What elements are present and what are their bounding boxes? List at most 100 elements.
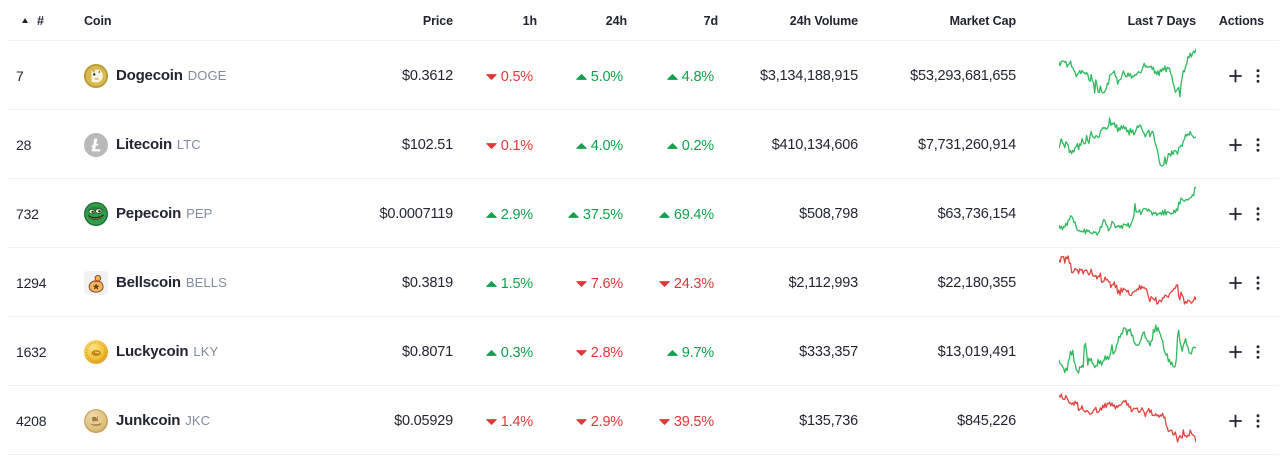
- litecoin-logo-icon: [84, 132, 108, 157]
- 7d-change-up: 9.7%: [667, 345, 714, 361]
- price-cell: $0.3819: [401, 274, 453, 291]
- coin-symbol: LTC: [176, 137, 201, 152]
- 1h-change-up: 2.9%: [486, 207, 533, 223]
- coin-name: Bellscoin: [116, 274, 181, 291]
- coin-name: Dogecoin: [116, 67, 183, 84]
- coin-name: Pepecoin: [116, 205, 182, 222]
- price-cell: $0.0007119: [379, 205, 453, 222]
- coin-row-bells[interactable]: 1294 Bellscoin BELLS $0.3819 1.5% 7.6% 24.3% $2…: [0, 248, 1287, 317]
- add-to-watchlist-button[interactable]: [1229, 414, 1242, 428]
- 24h-change-cell: 37.5%: [537, 205, 627, 223]
- more-options-button[interactable]: [1256, 68, 1260, 83]
- volume-cell: $2,112,993: [788, 274, 859, 291]
- header-last-7-days[interactable]: Last 7 Days: [1127, 13, 1196, 28]
- 7d-change-cell: 69.4%: [627, 205, 718, 223]
- 1h-change-cell: 0.5%: [453, 67, 537, 85]
- coin-name: Junkcoin: [116, 412, 181, 429]
- coin-symbol: BELLS: [185, 275, 227, 290]
- caret-down-icon: [659, 418, 670, 425]
- add-to-watchlist-button[interactable]: [1229, 276, 1242, 290]
- actions-cell: [1196, 137, 1287, 152]
- header-row: # Coin Price 1h 24h 7d 24h Volume Market…: [0, 0, 1287, 41]
- coin-cell[interactable]: Junkcoin JKC: [84, 408, 324, 433]
- header-rank-label: #: [37, 13, 44, 28]
- pepecoin-logo-icon: [84, 201, 108, 226]
- more-options-button[interactable]: [1256, 275, 1260, 290]
- header-7d[interactable]: 7d: [703, 13, 718, 28]
- market-cap-cell: $13,019,491: [937, 343, 1017, 360]
- more-options-button[interactable]: [1256, 206, 1260, 221]
- volume-cell: $333,357: [799, 343, 858, 360]
- coin-cell[interactable]: Pepecoin PEP: [84, 201, 324, 226]
- caret-down-icon: [486, 418, 497, 425]
- 7d-change-cell: 0.2%: [627, 136, 718, 154]
- volume-cell: $410,134,606: [771, 136, 859, 153]
- more-options-button[interactable]: [1256, 413, 1260, 428]
- 7d-change-cell: 9.7%: [627, 343, 718, 361]
- coin-row-jkc[interactable]: 4208 Junkcoin JKC $0.05929 1.4% 2.9% 39.5% $135…: [0, 386, 1287, 455]
- rank-cell: 28: [16, 136, 32, 153]
- coin-symbol: DOGE: [187, 68, 227, 83]
- 24h-change-cell: 7.6%: [537, 274, 627, 292]
- coin-row-ltc[interactable]: 28 Litecoin LTC $102.51 0.1% 4.0% 0.2% $410,134…: [0, 110, 1287, 179]
- luckycoin-logo-icon: [84, 339, 108, 364]
- caret-down-icon: [576, 280, 587, 287]
- more-options-button[interactable]: [1256, 344, 1260, 359]
- 7d-change-up: 4.8%: [667, 69, 714, 85]
- add-to-watchlist-button[interactable]: [1229, 138, 1242, 152]
- header-rank[interactable]: #: [0, 14, 84, 28]
- 1h-change-up: 1.5%: [486, 276, 533, 292]
- price-cell: $0.8071: [401, 343, 453, 360]
- rank-cell: 732: [16, 205, 39, 222]
- coin-cell[interactable]: Litecoin LTC: [84, 132, 324, 157]
- market-cap-cell: $53,293,681,655: [910, 67, 1016, 84]
- 7d-change-up: 69.4%: [659, 207, 714, 223]
- actions-cell: [1196, 413, 1287, 428]
- 24h-change-down: 2.8%: [576, 345, 623, 361]
- coin-cell[interactable]: Dogecoin DOGE: [84, 63, 324, 88]
- header-actions: Actions: [1218, 13, 1264, 28]
- 7d-change-up: 0.2%: [667, 138, 714, 154]
- sparkline-cell: [1016, 254, 1196, 309]
- caret-up-icon: [667, 142, 678, 149]
- rank-cell: 7: [16, 67, 24, 84]
- coin-row-pep[interactable]: 732 Pepecoin PEP $0.0007119 2.9% 37.5% 69.4% $5…: [0, 179, 1287, 248]
- volume-cell: $3,134,188,915: [760, 67, 858, 84]
- 24h-change-cell: 2.9%: [537, 412, 627, 430]
- header-coin[interactable]: Coin: [84, 13, 112, 28]
- rank-cell: 1632: [16, 343, 47, 360]
- header-24h[interactable]: 24h: [605, 13, 627, 28]
- actions-cell: [1196, 68, 1287, 83]
- last-7-days-sparkline: [1059, 185, 1196, 238]
- caret-up-icon: [667, 349, 678, 356]
- coin-cell[interactable]: Luckycoin LKY: [84, 339, 324, 364]
- price-cell: $0.05929: [394, 412, 453, 429]
- bellscoin-logo-icon: [84, 270, 108, 295]
- 7d-change-cell: 24.3%: [627, 274, 718, 292]
- 7d-change-cell: 4.8%: [627, 67, 718, 85]
- 1h-change-up: 0.3%: [486, 345, 533, 361]
- sparkline-cell: [1016, 323, 1196, 378]
- add-to-watchlist-button[interactable]: [1229, 207, 1242, 221]
- 1h-change-down: 0.1%: [486, 138, 533, 154]
- rank-cell: 4208: [16, 412, 47, 429]
- header-1h[interactable]: 1h: [522, 13, 537, 28]
- add-to-watchlist-button[interactable]: [1229, 69, 1242, 83]
- add-to-watchlist-button[interactable]: [1229, 345, 1242, 359]
- coin-row-doge[interactable]: 7 Dogecoin DOGE $0.3612 0.5% 5.0% 4.8% $3,134,1…: [0, 41, 1287, 110]
- header-24h-volume[interactable]: 24h Volume: [789, 13, 858, 28]
- header-market-cap[interactable]: Market Cap: [949, 13, 1016, 28]
- caret-down-icon: [486, 73, 497, 80]
- table-header: # Coin Price 1h 24h 7d 24h Volume Market…: [0, 0, 1287, 41]
- price-cell: $102.51: [401, 136, 453, 153]
- market-cap-cell: $22,180,355: [937, 274, 1017, 291]
- coin-symbol: LKY: [193, 344, 219, 359]
- sort-ascending-icon: [22, 18, 28, 23]
- coin-row-lky[interactable]: 1632 Luckycoin LKY $0.8071 0.3% 2.8% 9.7% $333,…: [0, 317, 1287, 386]
- more-options-button[interactable]: [1256, 137, 1260, 152]
- coin-cell[interactable]: Bellscoin BELLS: [84, 270, 324, 295]
- table-body: 7 Dogecoin DOGE $0.3612 0.5% 5.0% 4.8% $3,134,1…: [0, 41, 1287, 455]
- header-price[interactable]: Price: [422, 13, 453, 28]
- 24h-change-cell: 2.8%: [537, 343, 627, 361]
